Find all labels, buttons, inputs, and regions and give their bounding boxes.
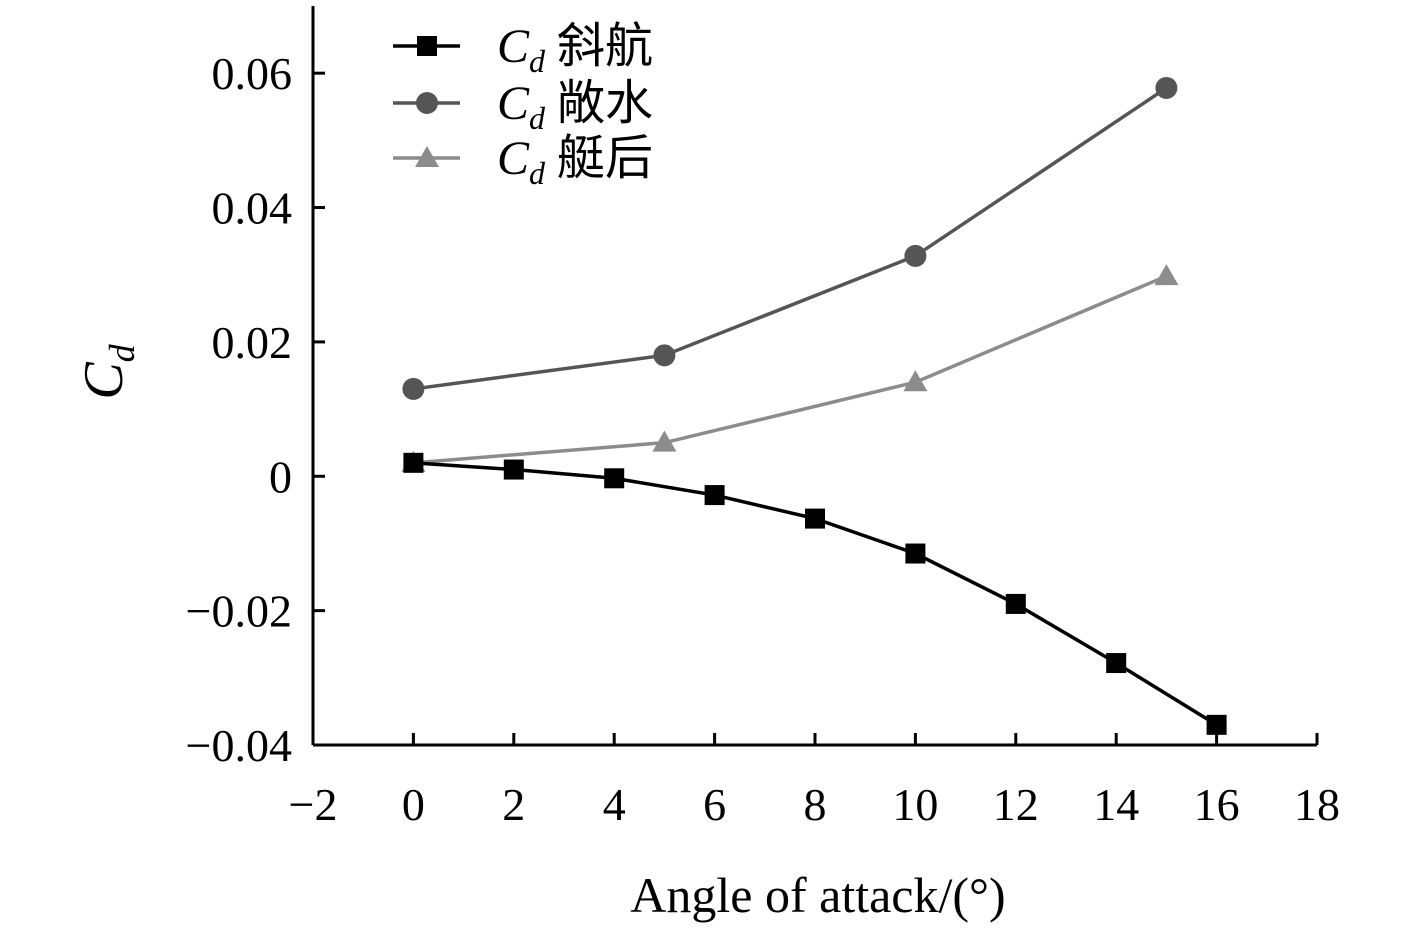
data-point — [604, 468, 625, 489]
series-group — [401, 76, 1227, 735]
data-point — [805, 508, 825, 529]
y-tick-label: 0 — [269, 451, 292, 502]
data-point — [1005, 593, 1026, 614]
y-tick-label: −0.02 — [186, 586, 292, 637]
series-triangle — [401, 264, 1179, 472]
legend-symbol: C — [497, 20, 530, 73]
x-tick-label: 16 — [1194, 779, 1240, 830]
legend-subscript: d — [529, 155, 546, 191]
data-point — [402, 377, 425, 400]
legend-marker — [415, 146, 439, 167]
data-point — [1106, 653, 1127, 674]
svg-text:Cd: Cd — [73, 343, 142, 399]
legend-subscript: d — [529, 100, 546, 136]
legend-item-circle: Cd 敞水 — [393, 77, 653, 136]
data-point — [653, 344, 676, 367]
y-tick-label: 0.06 — [212, 48, 293, 99]
legend-item-triangle: Cd 艇后 — [393, 132, 653, 191]
legend-symbol: C — [497, 132, 530, 185]
legend-label: Cd 敞水 — [497, 77, 653, 136]
series-line — [413, 274, 1168, 465]
y-tick-label: −0.04 — [186, 720, 292, 771]
y-tick-label: 0.02 — [212, 317, 293, 368]
legend-text: 斜航 — [557, 20, 653, 73]
series-square — [403, 452, 1227, 735]
x-tick-label: 6 — [703, 779, 726, 830]
y-axis-title: Cd — [73, 343, 142, 399]
legend-item-square: Cd 斜航 — [393, 20, 653, 79]
legend-label: Cd 艇后 — [497, 132, 653, 191]
x-tick-label: 12 — [993, 779, 1039, 830]
y-axis-title-symbol: C — [73, 362, 135, 400]
series-line — [413, 461, 1218, 727]
x-tick-label: 14 — [1093, 779, 1139, 830]
series-circle — [402, 76, 1178, 400]
legend-label: Cd 斜航 — [497, 20, 653, 79]
legend-marker — [416, 92, 438, 114]
data-point — [905, 543, 926, 564]
x-tick-label: 4 — [603, 779, 626, 830]
data-point — [503, 459, 524, 480]
data-point — [704, 485, 725, 506]
data-point — [904, 244, 927, 267]
legend-symbol: C — [497, 77, 530, 130]
tick-labels: −2 0 2 4 6 8 10 12 14 16 18 −0.04 −0.02 0 0.02 0.04 0.06 — [186, 48, 1340, 830]
series-line — [413, 86, 1168, 391]
x-tick-label: 10 — [892, 779, 938, 830]
x-tick-label: 0 — [402, 779, 425, 830]
x-axis-title: Angle of attack/(°) — [630, 867, 1005, 923]
x-tick-label: 18 — [1294, 779, 1340, 830]
data-point — [403, 452, 424, 473]
data-point — [1206, 714, 1227, 735]
legend-subscript: d — [529, 43, 546, 79]
data-point — [903, 370, 928, 392]
legend-text: 艇后 — [557, 132, 653, 185]
y-axis-title-subscript: d — [102, 343, 142, 362]
data-point — [652, 430, 677, 452]
x-tick-label: −2 — [289, 779, 338, 830]
legend-text: 敞水 — [557, 77, 653, 130]
y-tick-label: 0.04 — [212, 183, 293, 234]
legend: Cd 斜航 Cd 敞水 Cd 艇后 — [393, 20, 653, 191]
axes — [311, 6, 1319, 747]
legend-marker — [417, 36, 437, 56]
x-tick-label: 8 — [804, 779, 827, 830]
x-tick-label: 2 — [502, 779, 525, 830]
data-point — [1154, 264, 1179, 286]
data-point — [1155, 76, 1178, 99]
